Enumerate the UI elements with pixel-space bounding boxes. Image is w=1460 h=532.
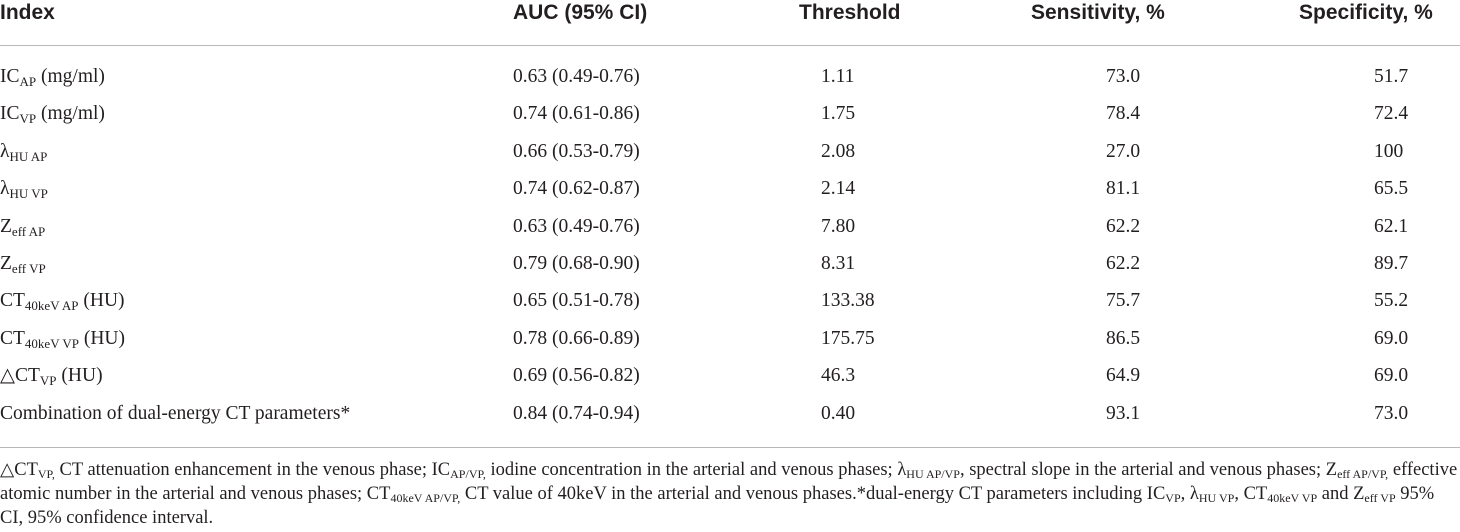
cell-threshold: 8.31 (821, 253, 856, 274)
cell-sensitivity: 78.4 (1106, 103, 1141, 125)
cell-index: Zeff AP (0, 215, 46, 239)
cell-specificity: 89.7 (1374, 253, 1409, 274)
table-row: ICVP (mg/ml) 0.74 (0.61-0.86) 1.75 78.4 72.4 (0, 95, 1460, 132)
cell-threshold: 2.14 (821, 178, 856, 200)
cell-index: CT40keV VP (HU) (0, 327, 126, 351)
cell-specificity: 51.7 (1374, 66, 1409, 87)
cell-index: λHU AP (0, 140, 48, 164)
cell-specificity: 72.4 (1374, 103, 1409, 125)
cell-auc: 0.79 (0.68-0.90) (513, 253, 640, 274)
table-row: △CTVP (HU) 0.69 (0.56-0.82) 46.3 64.9 69.0 (0, 357, 1460, 394)
cell-index: CT40keV AP (HU) (0, 290, 125, 314)
cell-specificity: 69.0 (1374, 327, 1409, 349)
cell-index: △CTVP (HU) (0, 365, 103, 389)
cell-sensitivity: 73.0 (1106, 66, 1141, 87)
header-index: Index (0, 1, 55, 24)
cell-threshold: 133.38 (821, 290, 875, 312)
cell-index: Combination of dual-energy CT parameters… (0, 402, 351, 424)
cell-sensitivity: 27.0 (1106, 140, 1141, 162)
cell-sensitivity: 75.7 (1106, 290, 1141, 312)
cell-sensitivity: 81.1 (1106, 178, 1141, 200)
cell-specificity: 55.2 (1374, 290, 1409, 312)
cell-auc: 0.63 (0.49-0.76) (513, 66, 640, 87)
cell-auc: 0.66 (0.53-0.79) (513, 140, 640, 162)
cell-threshold: 7.80 (821, 215, 856, 237)
cell-threshold: 0.40 (821, 402, 856, 424)
cell-sensitivity: 62.2 (1106, 215, 1141, 237)
cell-auc: 0.74 (0.61-0.86) (513, 103, 640, 125)
cell-threshold: 46.3 (821, 365, 856, 387)
cell-specificity: 100 (1374, 140, 1404, 162)
cell-threshold: 1.75 (821, 103, 856, 125)
cell-threshold: 1.11 (821, 66, 855, 87)
cell-sensitivity: 64.9 (1106, 365, 1141, 387)
cell-auc: 0.69 (0.56-0.82) (513, 365, 640, 387)
header-threshold: Threshold (799, 1, 901, 24)
cell-sensitivity: 93.1 (1106, 402, 1141, 424)
header-divider (0, 45, 1460, 46)
table-row: CT40keV AP (HU) 0.65 (0.51-0.78) 133.38 75.… (0, 282, 1460, 319)
cell-auc: 0.65 (0.51-0.78) (513, 290, 640, 312)
cell-specificity: 69.0 (1374, 365, 1409, 387)
cell-index: ICVP (mg/ml) (0, 103, 105, 127)
table-footnote: △CTVP, CT attenuation enhancement in the… (0, 460, 1458, 528)
table-row: λHU VP 0.74 (0.62-0.87) 2.14 81.1 65.5 (0, 170, 1460, 207)
cell-specificity: 62.1 (1374, 215, 1409, 237)
cell-specificity: 73.0 (1374, 402, 1409, 424)
cell-auc: 0.78 (0.66-0.89) (513, 327, 640, 349)
cell-threshold: 175.75 (821, 327, 875, 349)
cell-auc: 0.74 (0.62-0.87) (513, 178, 640, 200)
table-row: Combination of dual-energy CT parameters… (0, 395, 1460, 432)
table-bottom-divider (0, 447, 1460, 448)
cell-index: Zeff VP (0, 253, 46, 276)
cell-auc: 0.63 (0.49-0.76) (513, 215, 640, 237)
cell-auc: 0.84 (0.74-0.94) (513, 402, 640, 424)
table-row: CT40keV VP (HU) 0.78 (0.66-0.89) 175.75 86.… (0, 320, 1460, 357)
header-specificity: Specificity, % (1299, 1, 1433, 24)
header-auc: AUC (95% CI) (513, 1, 648, 24)
cell-specificity: 65.5 (1374, 178, 1409, 200)
cell-index: λHU VP (0, 178, 48, 202)
cell-index: ICAP (mg/ml) (0, 66, 105, 89)
cell-sensitivity: 86.5 (1106, 327, 1141, 349)
table-row: Zeff VP 0.79 (0.68-0.90) 8.31 62.2 89.7 (0, 245, 1460, 282)
table-row: ICAP (mg/ml) 0.63 (0.49-0.76) 1.11 73.0 51.7 (0, 58, 1460, 95)
table-row: λHU AP 0.66 (0.53-0.79) 2.08 27.0 100 (0, 133, 1460, 170)
header-sensitivity: Sensitivity, % (1031, 1, 1165, 24)
table-row: Zeff AP 0.63 (0.49-0.76) 7.80 62.2 62.1 (0, 208, 1460, 245)
cell-threshold: 2.08 (821, 140, 856, 162)
cell-sensitivity: 62.2 (1106, 253, 1141, 274)
